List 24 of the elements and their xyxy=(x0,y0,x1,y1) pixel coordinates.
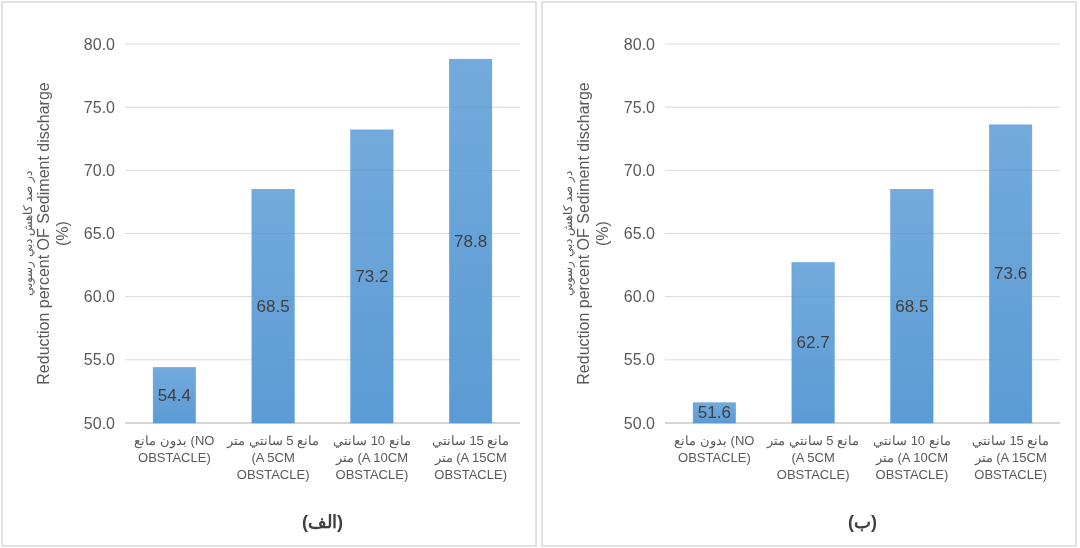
data-label: 68.5 xyxy=(895,296,929,316)
text: (الف) xyxy=(302,512,343,532)
y-tick-label: 80.0 xyxy=(623,35,656,53)
data-label: 51.6 xyxy=(697,403,731,423)
y-tick-label: 75.0 xyxy=(623,98,656,116)
y-tick-label: 60.0 xyxy=(623,288,656,306)
y-tick-label: 65.0 xyxy=(623,225,656,242)
y-tick-label: 60.0 xyxy=(83,288,116,306)
y-tick-label: 55.0 xyxy=(83,351,116,369)
y-tick-label: 70.0 xyxy=(83,161,116,179)
text: (ب) xyxy=(848,512,877,532)
data-label: 78.8 xyxy=(454,231,488,251)
y-tick-label: 50.0 xyxy=(83,414,116,432)
y-tick-label: 55.0 xyxy=(623,351,656,369)
y-tick-label: 75.0 xyxy=(83,98,116,116)
y-tick-label: 70.0 xyxy=(623,161,656,179)
y-tick-label: 65.0 xyxy=(83,225,116,242)
data-label: 54.4 xyxy=(157,385,191,405)
y-tick-label: 50.0 xyxy=(623,414,656,432)
data-label: 62.7 xyxy=(796,333,830,353)
data-label: 73.6 xyxy=(994,264,1028,284)
data-label: 73.2 xyxy=(355,266,389,286)
data-label: 68.5 xyxy=(256,296,290,316)
y-tick-label: 80.0 xyxy=(83,35,116,53)
